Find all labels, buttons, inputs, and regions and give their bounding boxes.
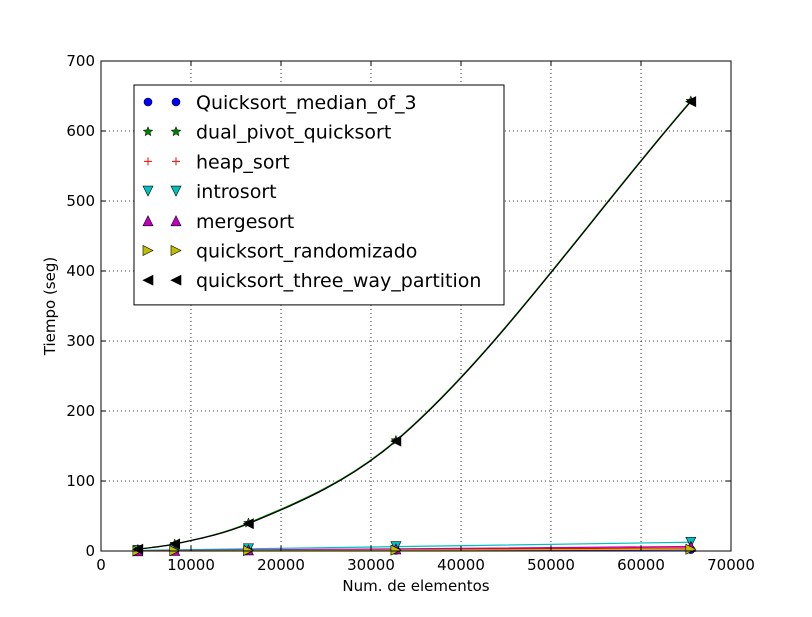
legend-marker — [142, 126, 154, 137]
legend-label: quicksort_three_way_partition — [196, 270, 481, 292]
y-tick-label: 600 — [66, 122, 95, 140]
legend-label: mergesort — [196, 211, 294, 233]
data-point-quicksort_three_way_partition — [390, 435, 402, 447]
legend-label: dual_pivot_quicksort — [196, 122, 391, 144]
axis-ticks: 0 10000 20000 30000 40000 50000 60000 70000 0 100… — [66, 52, 755, 574]
data-point-quicksort_three_way_partition — [685, 96, 697, 108]
legend-label: introsort — [196, 181, 277, 203]
y-tick-label: 400 — [66, 262, 95, 280]
legend-marker — [172, 157, 180, 166]
data-point-quicksort_three_way_partition — [132, 543, 144, 555]
x-tick-label: 60000 — [617, 556, 665, 574]
plot-frame — [100, 60, 732, 552]
x-tick-label: 50000 — [527, 556, 575, 574]
legend-marker — [170, 185, 182, 197]
legend-label: quicksort_randomizado — [196, 241, 417, 263]
y-tick-label: 500 — [66, 192, 95, 210]
legend: Quicksort_median_of_3 dual_pivot_quicksor… — [133, 84, 505, 306]
legend-marker — [142, 185, 154, 197]
y-tick-label: 100 — [66, 472, 95, 490]
legend-marker — [143, 97, 153, 107]
y-tick-label: 300 — [66, 332, 95, 350]
x-tick-label: 70000 — [707, 556, 755, 574]
x-tick-label: 10000 — [167, 556, 215, 574]
y-tick-label: 0 — [85, 542, 95, 560]
legend-marker — [142, 215, 154, 227]
legend-marker — [142, 274, 154, 286]
legend-marker — [142, 245, 154, 256]
legend-marker — [170, 245, 182, 256]
legend-marker — [170, 274, 182, 286]
y-tick-label: 700 — [66, 52, 95, 70]
y-tick-label: 200 — [66, 402, 95, 420]
legend-marker — [170, 215, 182, 227]
data-point-quicksort_three_way_partition — [242, 518, 254, 530]
legend-label: heap_sort — [196, 151, 290, 173]
legend-marker — [171, 97, 181, 107]
data-point-quicksort_randomizado — [685, 543, 697, 555]
legend-marker — [144, 157, 152, 166]
legend-label: Quicksort_median_of_3 — [196, 92, 417, 114]
legend-box — [133, 84, 505, 306]
x-tick-label: 30000 — [347, 556, 395, 574]
x-tick-label: 40000 — [437, 556, 485, 574]
x-axis-label: Num. de elementos — [342, 577, 489, 595]
x-tick-label: 0 — [96, 556, 106, 574]
legend-marker — [170, 126, 182, 137]
data-point-quicksort_randomizado — [390, 544, 402, 556]
x-tick-label: 20000 — [257, 556, 305, 574]
y-axis-label: Tiempo (seg) — [41, 257, 59, 356]
data-point-quicksort_three_way_partition — [169, 538, 181, 550]
